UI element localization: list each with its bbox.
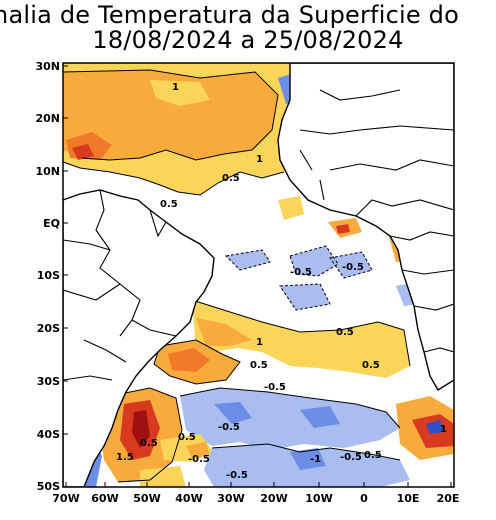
contour-label: 0.5 <box>178 432 196 443</box>
lat-label: 40S <box>37 428 60 441</box>
contour-label: 1.5 <box>116 452 134 463</box>
lon-label: 50W <box>133 492 160 505</box>
contour-label: 1 <box>256 337 263 348</box>
cool-anomaly-south-band-2 <box>290 448 326 470</box>
cool-anomaly-south-atlantic-2 <box>214 402 252 424</box>
contour-label: 0.5 <box>250 360 268 371</box>
map-title-line-1: nalia de Temperatura da Superficie do <box>0 1 459 29</box>
contour-lines <box>63 69 411 483</box>
land-africa <box>277 63 454 391</box>
contour-labels: 1 1 0.5 0.5 -0.5 -0.5 0.5 1 0.5 0.5 -0.5… <box>116 82 447 481</box>
lon-label: 20E <box>437 492 460 505</box>
contour-label: -0.5 <box>188 454 210 465</box>
lat-label: 20N <box>35 112 60 125</box>
cool-anomaly-south-atlantic-3 <box>300 406 340 428</box>
warm-anomaly-gabon-core <box>336 224 350 234</box>
axis-ticks <box>63 65 452 488</box>
lon-label: 0 <box>360 492 368 505</box>
contour-label: -0.5 <box>290 267 312 278</box>
lat-label: EQ <box>43 217 60 230</box>
contour-label: -0.5 <box>226 470 248 481</box>
contour-label: 0.5 <box>364 450 382 461</box>
cool-anomaly-south-tropics <box>280 284 330 310</box>
warm-anomaly-north-atlantic-hotspot <box>72 144 94 160</box>
contour-label: -0.5 <box>340 452 362 463</box>
land-masses <box>63 63 454 487</box>
latitude-labels: 30N 20N 10N EQ 10S 20S 30S 40S 50S <box>35 60 60 493</box>
contour-label: -0.5 <box>264 382 286 393</box>
lon-label: 70W <box>52 492 79 505</box>
warm-anomaly-south-subtropics-strong <box>196 318 252 346</box>
longitude-labels: 70W 60W 50W 40W 30W 20W 10W 0 10E 20E <box>52 492 459 505</box>
lat-label: 20S <box>37 322 60 335</box>
lon-label: 60W <box>91 492 118 505</box>
lat-label: 50S <box>37 480 60 493</box>
cool-anomaly-agulhas <box>426 420 444 434</box>
lon-label: 10W <box>305 492 332 505</box>
contour-label: -0.5 <box>218 422 240 433</box>
contour-label: 0.5 <box>222 173 240 184</box>
contour-label: 1 <box>440 424 447 435</box>
warm-anomaly-cape-verde <box>150 80 210 106</box>
contour-label: 0.5 <box>362 360 380 371</box>
map-title-line-2: 18/08/2024 a 25/08/2024 <box>92 26 404 54</box>
warm-anomaly-brazil-coast-core <box>168 348 210 372</box>
country-borders <box>63 89 454 381</box>
warm-anomaly-south-band-3 <box>140 466 186 487</box>
contour-label: -1 <box>310 454 321 465</box>
warm-anomaly-equatorial-west <box>278 196 304 220</box>
cool-anomaly-equatorial-2 <box>290 246 338 276</box>
contour-label: 0.5 <box>140 438 158 449</box>
lon-label: 40W <box>175 492 202 505</box>
contour-label: -0.5 <box>342 262 364 273</box>
contour-label: 1 <box>172 82 179 93</box>
lon-label: 10E <box>397 492 420 505</box>
warm-anomaly-south-subtropics <box>192 300 410 378</box>
cool-anomaly-equatorial-3 <box>330 252 372 278</box>
warm-anomaly-north-atlantic-strong <box>63 70 278 160</box>
lon-label: 20W <box>260 492 287 505</box>
cool-anomaly-equatorial-1 <box>226 250 270 270</box>
land-south-america <box>63 189 215 487</box>
lat-label: 10N <box>35 165 60 178</box>
warm-anomaly-south-band-2 <box>186 442 210 458</box>
contour-label: 1 <box>256 154 263 165</box>
lat-label: 30S <box>37 375 60 388</box>
warm-anomaly-confluence-hot <box>132 410 150 448</box>
lat-label: 10S <box>37 269 60 282</box>
contour-label: 0.5 <box>336 327 354 338</box>
lat-label: 30N <box>35 60 60 73</box>
contour-label: 0.5 <box>160 199 178 210</box>
lon-label: 30W <box>217 492 244 505</box>
